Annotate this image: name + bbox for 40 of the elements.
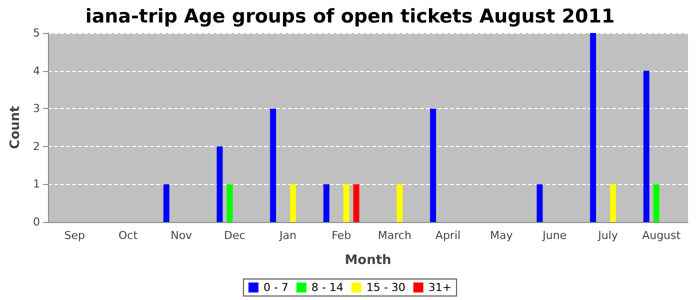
legend-label: 31+ <box>428 281 452 294</box>
x-tick-label: August <box>642 229 682 242</box>
legend-label: 8 - 14 <box>311 281 344 294</box>
bar <box>323 184 330 222</box>
bar <box>653 184 660 222</box>
y-tick-label: 0 <box>33 216 40 228</box>
bar <box>226 184 233 222</box>
bar <box>610 184 616 222</box>
bar <box>343 184 350 222</box>
y-axis-title: Count <box>8 106 23 150</box>
bar <box>430 108 436 222</box>
y-tick-label: 3 <box>33 102 40 116</box>
bar <box>216 146 223 222</box>
x-tick-label: March <box>378 229 412 242</box>
x-tick-label: June <box>542 229 567 242</box>
legend-label: 0 - 7 <box>263 281 288 294</box>
x-tick-label: Feb <box>332 229 352 242</box>
bar <box>290 184 296 222</box>
x-tick-label: July <box>597 229 618 242</box>
bar <box>270 108 276 222</box>
bar <box>163 184 170 222</box>
x-axis-title: Month <box>344 253 392 268</box>
x-tick-label: April <box>435 229 461 242</box>
legend-label: 15 - 30 <box>366 281 406 294</box>
bar <box>396 184 403 222</box>
x-tick-label: Jan <box>278 229 296 242</box>
bar <box>353 184 360 222</box>
y-tick-label: 5 <box>33 26 40 40</box>
x-tick-label: Sep <box>64 229 86 242</box>
chart-title: iana-trip Age groups of open tickets August 2011 <box>85 6 615 28</box>
bar <box>643 70 650 222</box>
x-tick-label: Nov <box>170 229 193 242</box>
x-tick-label: May <box>490 229 514 242</box>
y-tick-label: 4 <box>33 64 40 78</box>
bar <box>536 184 543 222</box>
y-tick-label: 2 <box>33 140 40 153</box>
x-tick-label: Oct <box>118 229 138 242</box>
y-tick-label: 1 <box>33 178 40 191</box>
x-tick-label: Dec <box>224 229 246 242</box>
bar <box>590 33 596 222</box>
